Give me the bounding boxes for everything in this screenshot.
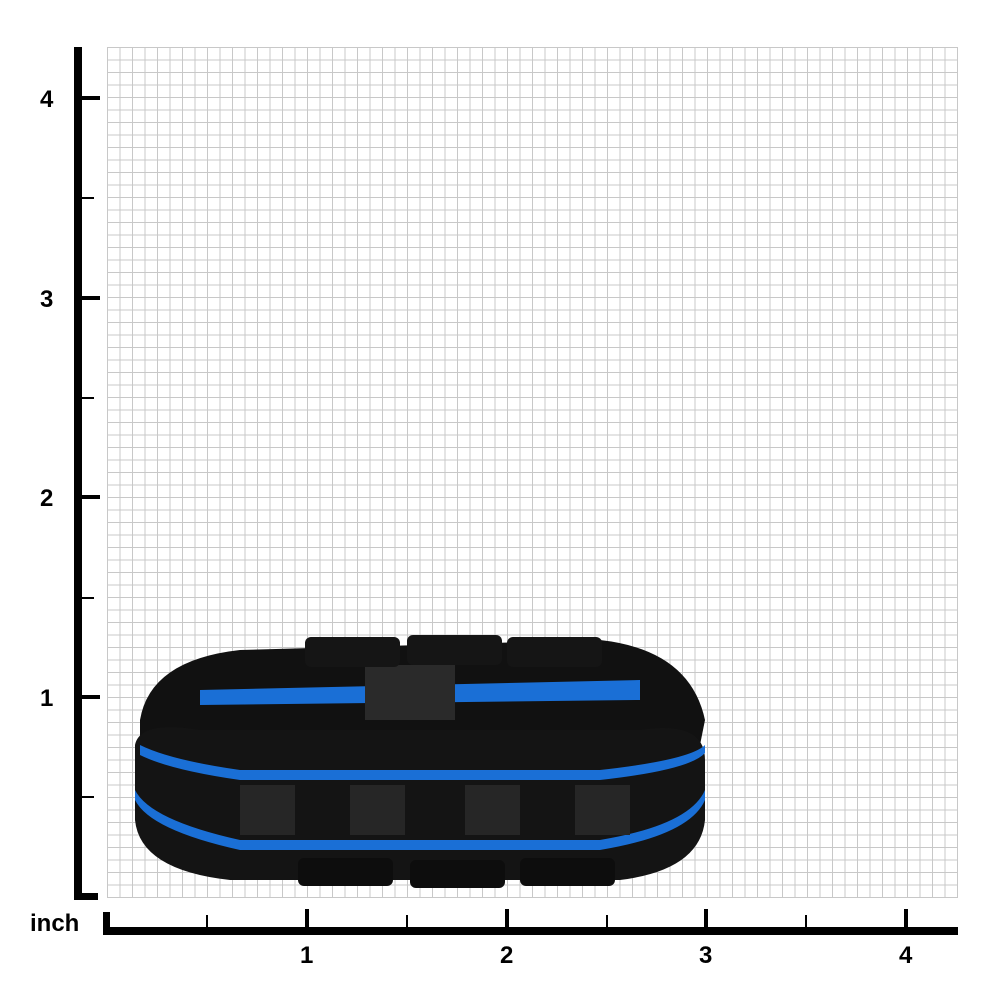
x-tick-3.5 — [805, 915, 807, 927]
x-label-4: 4 — [899, 942, 913, 969]
y-tick-2.5 — [82, 397, 94, 399]
x-tick-3 — [704, 909, 708, 927]
x-label-1: 1 — [300, 942, 314, 969]
bracelet-back-links — [140, 635, 705, 745]
y-tick-0.5 — [82, 796, 94, 798]
x-tick-2.5 — [606, 915, 608, 927]
x-label-3: 3 — [699, 942, 713, 969]
vertical-ruler-foot — [74, 893, 98, 900]
y-tick-2 — [82, 495, 100, 499]
unit-label: inch — [30, 910, 80, 937]
y-label-2: 2 — [40, 485, 54, 512]
y-tick-1.5 — [82, 597, 94, 599]
y-label-4: 4 — [40, 86, 54, 113]
x-tick-2 — [505, 909, 509, 927]
x-tick-4 — [904, 909, 908, 927]
bracelet-front-links — [135, 727, 705, 888]
horizontal-ruler-axis — [103, 927, 958, 935]
x-tick-1 — [305, 909, 309, 927]
y-label-3: 3 — [40, 286, 54, 313]
y-tick-4 — [82, 96, 100, 100]
x-tick-0.5 — [206, 915, 208, 927]
vertical-ruler-axis — [74, 47, 82, 900]
horizontal-ruler-stub — [103, 912, 110, 935]
x-tick-1.5 — [406, 915, 408, 927]
y-tick-3.5 — [82, 197, 94, 199]
y-tick-1 — [82, 695, 100, 699]
x-label-2: 2 — [500, 942, 514, 969]
y-tick-3 — [82, 296, 100, 300]
y-label-1: 1 — [40, 685, 54, 712]
